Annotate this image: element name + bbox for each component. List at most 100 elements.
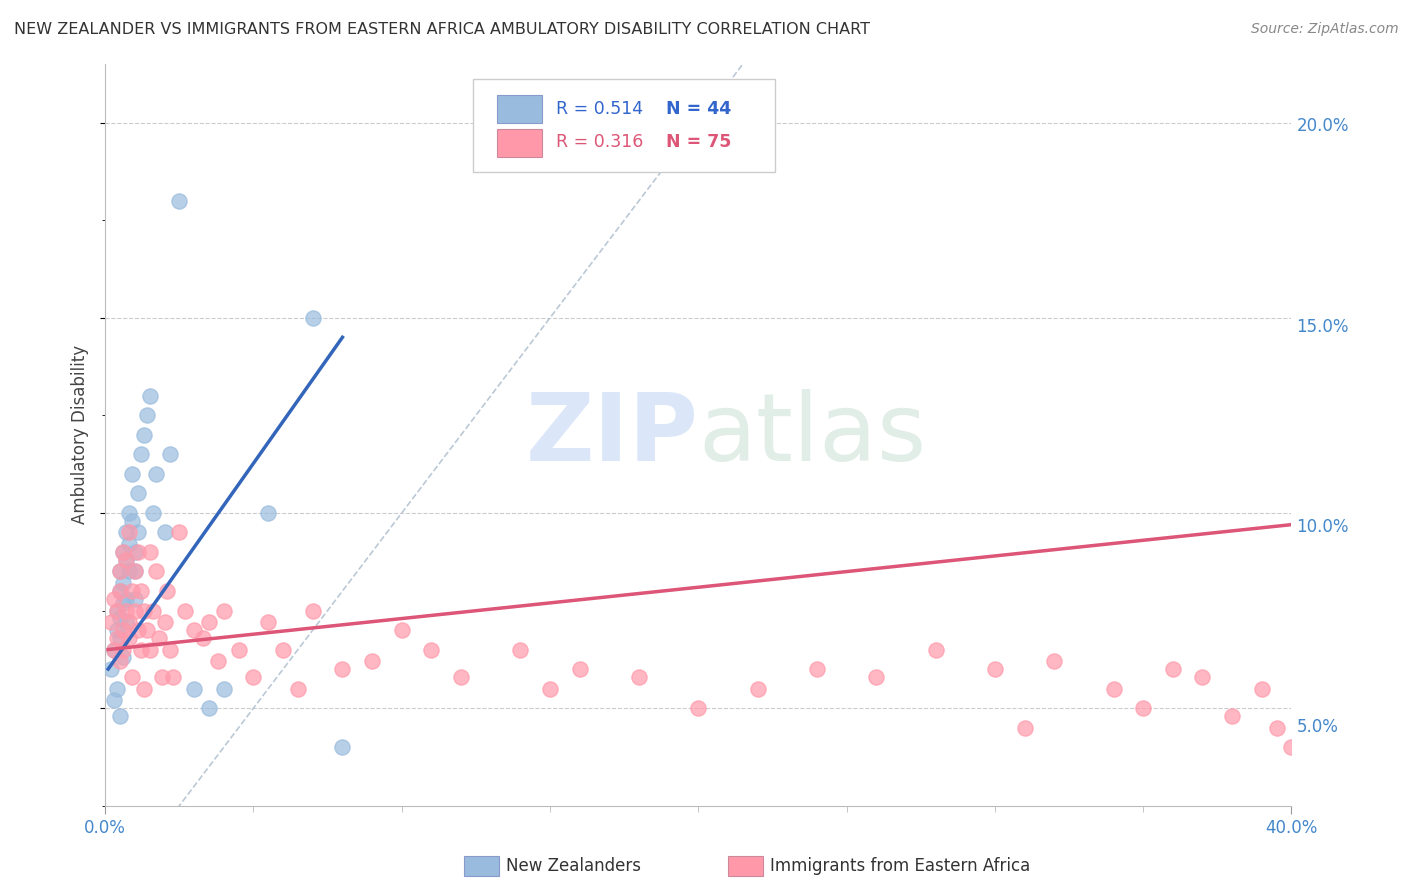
Point <box>115 525 138 540</box>
Point <box>183 623 205 637</box>
Point <box>391 623 413 637</box>
Point <box>118 615 141 630</box>
Point <box>124 603 146 617</box>
Point <box>105 603 128 617</box>
Point <box>1161 662 1184 676</box>
Point <box>111 623 134 637</box>
Point <box>1132 701 1154 715</box>
Text: Source: ZipAtlas.com: Source: ZipAtlas.com <box>1251 22 1399 37</box>
Point <box>159 447 181 461</box>
Point <box>153 615 176 630</box>
Point <box>121 584 143 599</box>
Text: R = 0.316: R = 0.316 <box>555 133 644 151</box>
Text: Immigrants from Eastern Africa: Immigrants from Eastern Africa <box>770 857 1031 875</box>
Point <box>1250 681 1272 696</box>
Point <box>108 631 131 645</box>
Point <box>627 670 650 684</box>
Point <box>142 506 165 520</box>
Point <box>111 650 134 665</box>
Point <box>118 631 141 645</box>
Point <box>127 525 149 540</box>
Point <box>138 545 160 559</box>
Point <box>747 681 769 696</box>
Point <box>169 525 191 540</box>
Point <box>129 642 152 657</box>
Point <box>132 603 155 617</box>
Point <box>135 623 157 637</box>
Point <box>118 537 141 551</box>
Point <box>100 615 122 630</box>
Point <box>287 681 309 696</box>
Point <box>124 591 146 606</box>
Point <box>118 565 141 579</box>
Point <box>103 642 125 657</box>
Point <box>162 670 184 684</box>
Point <box>924 642 946 657</box>
Point <box>127 623 149 637</box>
Point <box>142 603 165 617</box>
Text: atlas: atlas <box>699 389 927 481</box>
Y-axis label: Ambulatory Disability: Ambulatory Disability <box>72 345 89 524</box>
Point <box>132 681 155 696</box>
Point <box>148 631 170 645</box>
Point <box>111 596 134 610</box>
Point <box>118 525 141 540</box>
Point <box>1043 654 1066 668</box>
Point <box>129 584 152 599</box>
Point <box>228 642 250 657</box>
Bar <box>496 95 541 123</box>
Point <box>105 631 128 645</box>
Point <box>111 576 134 591</box>
Point <box>212 681 235 696</box>
Point <box>301 603 323 617</box>
Point <box>124 565 146 579</box>
Point <box>332 662 354 676</box>
Point <box>108 584 131 599</box>
Point <box>103 642 125 657</box>
Point <box>150 670 173 684</box>
Point <box>153 525 176 540</box>
Point <box>361 654 384 668</box>
Text: N = 75: N = 75 <box>666 133 731 151</box>
Point <box>138 642 160 657</box>
Text: R = 0.514: R = 0.514 <box>555 100 643 118</box>
Point <box>121 670 143 684</box>
Point <box>257 506 280 520</box>
Point <box>115 603 138 617</box>
Text: New Zealanders: New Zealanders <box>506 857 641 875</box>
Bar <box>496 128 541 157</box>
Point <box>115 553 138 567</box>
Point <box>111 545 134 559</box>
Point <box>108 565 131 579</box>
Point <box>1281 740 1303 755</box>
Point <box>103 591 125 606</box>
Point <box>132 428 155 442</box>
Point <box>198 701 221 715</box>
Point <box>124 545 146 559</box>
Point <box>865 670 887 684</box>
Point <box>105 603 128 617</box>
Point <box>105 681 128 696</box>
Text: NEW ZEALANDER VS IMMIGRANTS FROM EASTERN AFRICA AMBULATORY DISABILITY CORRELATIO: NEW ZEALANDER VS IMMIGRANTS FROM EASTERN… <box>14 22 870 37</box>
Point <box>212 603 235 617</box>
Point <box>984 662 1007 676</box>
Point <box>420 642 443 657</box>
Point <box>1220 709 1243 723</box>
Point <box>198 615 221 630</box>
Point <box>145 565 167 579</box>
Point <box>257 615 280 630</box>
Point <box>124 565 146 579</box>
Point <box>191 631 214 645</box>
Point <box>108 584 131 599</box>
Point <box>105 623 128 637</box>
Point <box>145 467 167 481</box>
Point <box>806 662 828 676</box>
Point <box>169 194 191 208</box>
Point <box>115 615 138 630</box>
Text: N = 44: N = 44 <box>666 100 731 118</box>
Text: ZIP: ZIP <box>526 389 699 481</box>
Point <box>332 740 354 755</box>
Point <box>135 409 157 423</box>
Point <box>509 642 531 657</box>
Point <box>115 591 138 606</box>
